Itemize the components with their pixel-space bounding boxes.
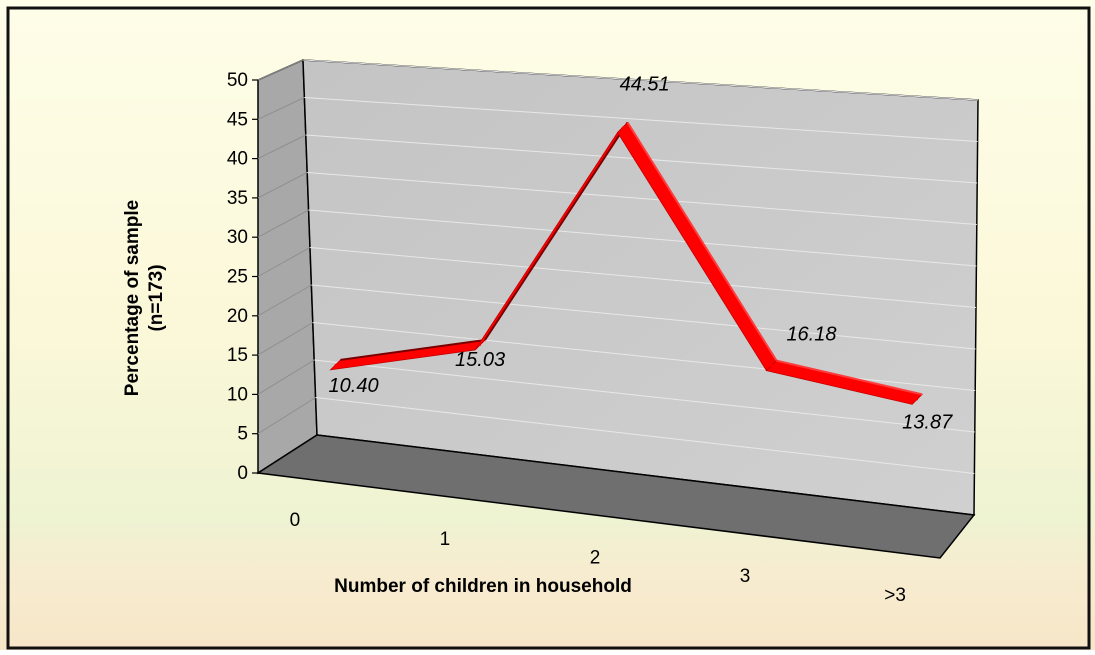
x-axis-title: Number of children in household: [334, 576, 632, 597]
data-point: [334, 363, 337, 366]
data-labels: 10.40 15.03 44.51 16.18 13.87: [329, 73, 954, 433]
y-tick-label: 0: [237, 463, 248, 484]
gridline-side: [257, 284, 312, 317]
data-label: 13.87: [902, 411, 953, 433]
y-tick-label: 45: [227, 109, 248, 130]
x-axis-categories: 0 1 2 3 >3: [290, 510, 906, 606]
gridline-side: [257, 172, 308, 199]
gridline: [307, 172, 977, 225]
y-axis-title-line1: Percentage of sample: [122, 200, 143, 396]
gridline: [302, 59, 979, 101]
gridline: [312, 322, 976, 391]
x-category-label: 2: [590, 548, 601, 569]
gridline: [314, 359, 975, 433]
y-tick-label: 30: [227, 227, 248, 248]
y-tick-label: 50: [227, 70, 248, 91]
data-label: 15.03: [455, 349, 505, 371]
ribbon-edge: [340, 338, 486, 361]
data-point: [916, 398, 919, 401]
gridline-side: [257, 134, 307, 160]
gridline-side: [257, 359, 315, 395]
ribbon-edge: [484, 121, 629, 341]
ribbon-edge: [776, 359, 923, 396]
gridline: [311, 284, 976, 350]
gridline: [309, 247, 977, 308]
x-category-label: 1: [440, 529, 451, 550]
y-axis-title-line2: (n=173): [146, 264, 167, 331]
data-point: [479, 343, 482, 346]
x-category-label: 3: [740, 566, 751, 587]
ribbon-edge: [626, 121, 778, 362]
y-tick-label: 5: [237, 424, 248, 445]
y-axis-ticks: 0 5 10 15 20 25 30 35 40 45 50: [227, 70, 258, 484]
x-category-label: >3: [884, 585, 906, 606]
y-tick-label: 15: [227, 345, 248, 366]
floor: [255, 434, 976, 559]
gridline-side: [257, 247, 311, 277]
y-tick-label: 40: [227, 149, 248, 170]
gridline-side: [257, 97, 305, 120]
data-label: 10.40: [329, 375, 379, 397]
gridline: [308, 209, 977, 267]
y-axis-title: Percentage of sample (n=173): [122, 200, 167, 396]
data-point: [621, 126, 624, 129]
gridline: [315, 397, 975, 474]
data-series-ribbon: [329, 121, 923, 405]
data-label: 16.18: [786, 324, 836, 346]
frame-border: [6, 6, 1091, 650]
gridline-side: [257, 59, 304, 81]
y-tick-label: 35: [227, 188, 248, 209]
data-label: 44.51: [620, 73, 670, 95]
x-category-label: 0: [290, 510, 301, 531]
data-point: [770, 364, 773, 367]
gridline-side: [257, 209, 309, 238]
y-tick-label: 20: [227, 306, 248, 327]
gridline-side: [257, 397, 316, 435]
y-tick-label: 10: [227, 384, 248, 405]
y-tick-label: 25: [227, 267, 248, 288]
gridline-side: [257, 322, 314, 356]
gridline: [304, 97, 978, 142]
